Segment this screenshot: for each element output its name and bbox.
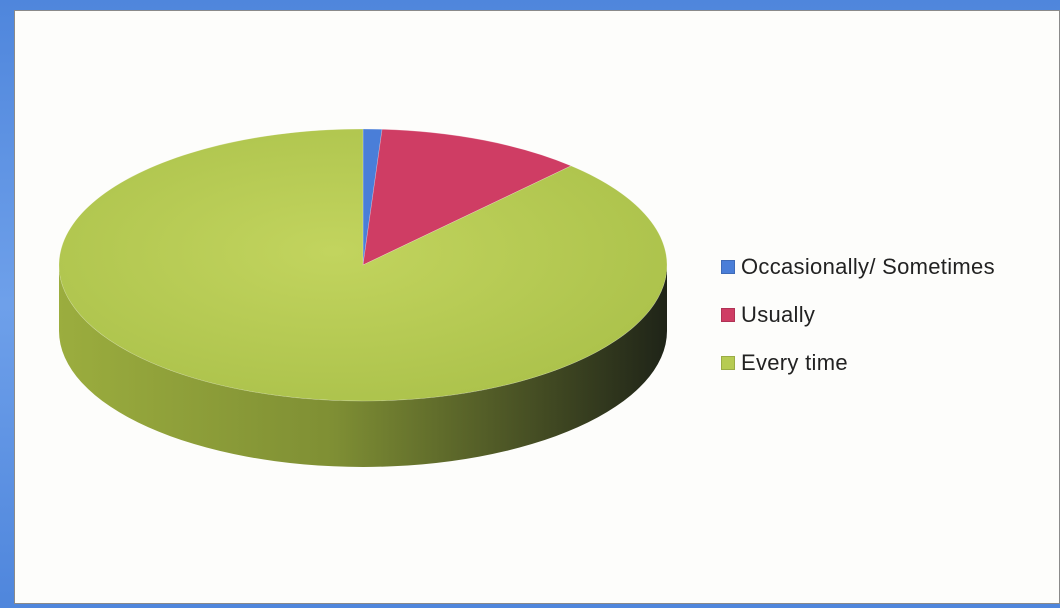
legend-label: Usually (741, 302, 816, 327)
legend-swatch (721, 356, 735, 370)
legend-label: Every time (741, 350, 848, 375)
legend-item: Every time (721, 339, 995, 387)
legend-label: Occasionally/ Sometimes (741, 254, 995, 279)
legend-item: Usually (721, 291, 995, 339)
legend-item: Occasionally/ Sometimes (721, 243, 995, 291)
pie-side-wall (59, 265, 667, 467)
pie-chart (58, 128, 668, 467)
chart-area: Occasionally/ Sometimes Usually Every time (14, 10, 1060, 604)
chart-legend: Occasionally/ Sometimes Usually Every time (721, 243, 995, 387)
pie-slice-usually (362, 128, 572, 266)
pie-slice-every-time (58, 128, 668, 402)
legend-swatch (721, 308, 735, 322)
legend-swatch (721, 260, 735, 274)
pie-slice-occasionally-sometimes (362, 128, 383, 266)
